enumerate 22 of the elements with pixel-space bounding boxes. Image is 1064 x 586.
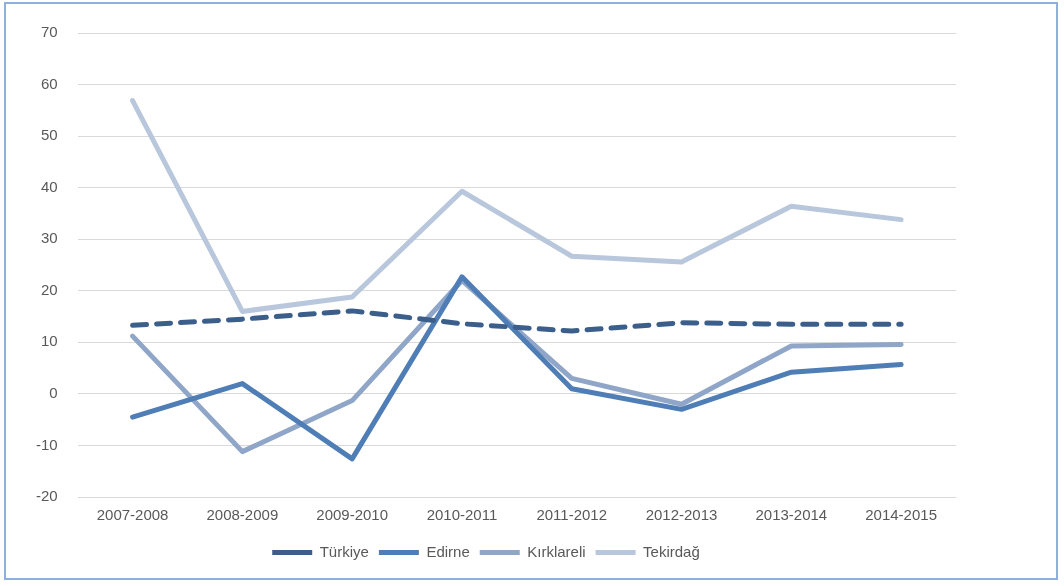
y-tick-label: 60 bbox=[40, 74, 58, 92]
y-tick-label: -20 bbox=[35, 487, 58, 505]
y-tick-label: 50 bbox=[40, 126, 58, 144]
legend-label: Edirne bbox=[426, 542, 470, 560]
y-tick-label: 70 bbox=[40, 23, 58, 41]
y-tick-label: 40 bbox=[40, 177, 58, 195]
x-tick-label: 2007-2008 bbox=[96, 506, 169, 524]
legend-label: Türkiye bbox=[319, 542, 369, 560]
y-tick-label: 30 bbox=[40, 229, 58, 247]
x-tick-label: 2010-2011 bbox=[426, 506, 498, 524]
x-tick-label: 2008-2009 bbox=[206, 506, 279, 524]
x-tick-label: 2012-2013 bbox=[645, 506, 718, 524]
x-tick-label: 2014-2015 bbox=[865, 506, 937, 524]
x-tick-label: 2011-2012 bbox=[536, 506, 608, 524]
x-tick-label: 2013-2014 bbox=[755, 506, 828, 524]
y-tick-label: 0 bbox=[49, 384, 58, 402]
legend-label: Tekirdağ bbox=[643, 542, 700, 560]
y-tick-label: 20 bbox=[40, 280, 58, 298]
legend-label: Kırklareli bbox=[527, 542, 586, 560]
x-tick-label: 2009-2010 bbox=[316, 506, 389, 524]
y-tick-label: -10 bbox=[35, 435, 58, 453]
y-tick-label: 10 bbox=[40, 332, 58, 350]
